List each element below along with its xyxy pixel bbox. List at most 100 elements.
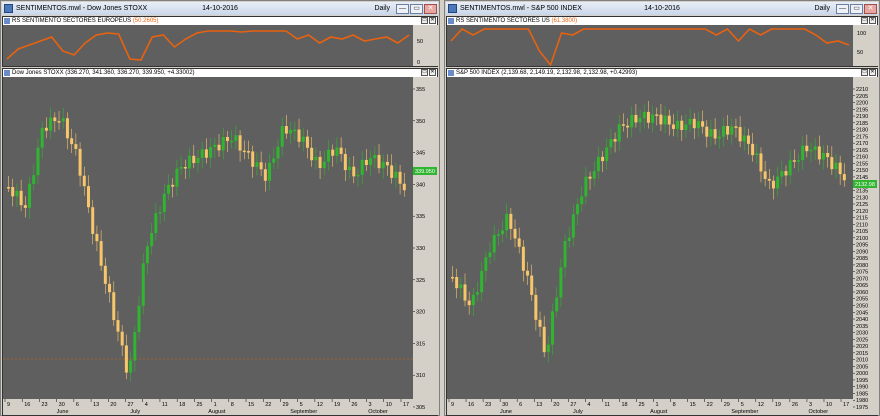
date-tick: 23 bbox=[41, 402, 47, 408]
rsi-chart: 100 50 bbox=[450, 25, 879, 66]
candle-body bbox=[251, 151, 255, 167]
candle-body bbox=[459, 284, 463, 289]
month-label: October bbox=[368, 409, 388, 415]
pane-restore-button[interactable]: ▭ bbox=[421, 17, 428, 24]
candle-body bbox=[634, 114, 638, 123]
price-tick: 2000 bbox=[856, 371, 868, 377]
date-tick: 12 bbox=[317, 402, 323, 408]
candle-body bbox=[834, 162, 838, 170]
candle-body bbox=[630, 114, 634, 128]
close-button[interactable]: ✕ bbox=[864, 3, 877, 14]
dow-jones-window[interactable]: SENTIMENTOS.mwl - Dow Jones STOXX 14-10-… bbox=[0, 0, 440, 416]
rsi-chart: 50 0 bbox=[6, 25, 439, 66]
restore-button[interactable]: ▭ bbox=[850, 3, 863, 14]
period-label: Daily bbox=[374, 5, 390, 12]
candle-body bbox=[247, 151, 250, 153]
price-tick: 2075 bbox=[856, 270, 868, 276]
sp500-window[interactable]: SENTIMENTOS.mwl - S&P 500 INDEX 14-10-20… bbox=[444, 0, 880, 416]
month-label: September bbox=[731, 409, 758, 415]
candle-body bbox=[276, 146, 280, 159]
price-tick: 2020 bbox=[856, 344, 868, 350]
candle-body bbox=[659, 114, 663, 125]
window-title-bar[interactable]: SENTIMENTOS.mwl - Dow Jones STOXX 14-10-… bbox=[2, 2, 438, 15]
last-price-tag: 2132.98 bbox=[855, 182, 875, 188]
candle-body bbox=[584, 176, 588, 197]
candle-body bbox=[230, 140, 234, 143]
window-title-bar[interactable]: SENTIMENTOS.mwl - S&P 500 INDEX 14-10-20… bbox=[446, 2, 878, 15]
date-tick: 6 bbox=[76, 402, 79, 408]
period-label: Daily bbox=[814, 5, 830, 12]
pane-restore-button[interactable]: ▭ bbox=[861, 17, 868, 24]
date-tick: 3 bbox=[369, 402, 372, 408]
candle-body bbox=[263, 169, 267, 181]
candle-body bbox=[318, 156, 322, 169]
price-tick: 2100 bbox=[856, 236, 868, 242]
rsi-tick: 50 bbox=[417, 39, 423, 45]
month-label: June bbox=[57, 409, 69, 415]
date-tick: 20 bbox=[553, 402, 559, 408]
rsi-pane-header: RS SENTIMENTO SECTORES EUROPEUS (50.2605… bbox=[3, 17, 437, 25]
candle-body bbox=[11, 187, 15, 197]
candle-body bbox=[717, 136, 721, 139]
price-pane[interactable]: S&P 500 INDEX (2,139.68, 2,149.19, 2,132… bbox=[446, 68, 879, 416]
price-tick: 2030 bbox=[856, 331, 868, 337]
date-tick: 27 bbox=[570, 402, 576, 408]
date-tick: 17 bbox=[843, 402, 849, 408]
pane-close-button[interactable]: ✕ bbox=[429, 69, 436, 76]
price-tick: 1990 bbox=[856, 385, 868, 391]
candle-body bbox=[310, 147, 314, 161]
candle-body bbox=[335, 147, 339, 156]
minimize-button[interactable]: — bbox=[836, 3, 849, 14]
pane-restore-button[interactable]: ▭ bbox=[861, 69, 868, 76]
candle-body bbox=[467, 300, 471, 306]
candle-body bbox=[451, 277, 454, 279]
candle-body bbox=[546, 344, 550, 353]
rsi-pane[interactable]: RS SENTIMENTO SECTORES US (61.3800) ▭ ✕ 1… bbox=[446, 16, 879, 67]
candle-body bbox=[322, 161, 326, 169]
pane-close-button[interactable]: ✕ bbox=[429, 17, 436, 24]
candle-body bbox=[343, 153, 347, 171]
restore-button[interactable]: ▭ bbox=[410, 3, 423, 14]
price-tick: 2125 bbox=[856, 202, 868, 208]
date-tick: 11 bbox=[162, 402, 168, 408]
candle-body bbox=[567, 237, 571, 242]
candle-body bbox=[601, 156, 605, 162]
date-tick: 17 bbox=[403, 402, 409, 408]
candle-body bbox=[175, 168, 179, 187]
candle-body bbox=[788, 160, 792, 176]
pane-restore-button[interactable]: ▭ bbox=[421, 69, 428, 76]
price-tick: 2180 bbox=[856, 128, 868, 134]
candle-body bbox=[830, 157, 834, 170]
candle-body bbox=[730, 126, 734, 135]
price-pane[interactable]: Dow Jones STOXX (336.270, 341.360, 336.2… bbox=[2, 68, 439, 416]
date-tick: 19 bbox=[775, 402, 781, 408]
candle-body bbox=[154, 213, 158, 234]
candle-body bbox=[213, 144, 217, 147]
candle-body bbox=[609, 139, 613, 148]
candle-body bbox=[521, 246, 525, 271]
candle-body bbox=[471, 294, 475, 306]
date-tick: 6 bbox=[519, 402, 522, 408]
candle-body bbox=[196, 157, 200, 164]
price-tick: 2070 bbox=[856, 276, 868, 282]
minimize-button[interactable]: — bbox=[396, 3, 409, 14]
rsi-pane[interactable]: RS SENTIMENTO SECTORES EUROPEUS (50.2605… bbox=[2, 16, 439, 67]
date-tick: 10 bbox=[826, 402, 832, 408]
candle-body bbox=[771, 180, 775, 189]
candle-body bbox=[65, 118, 69, 139]
candle-body bbox=[179, 166, 183, 169]
price-chart: 2210220522002195219021852180217521702165… bbox=[447, 77, 879, 415]
candle-body bbox=[646, 111, 650, 123]
pane-close-button[interactable]: ✕ bbox=[869, 17, 876, 24]
price-tick: 330 bbox=[416, 246, 425, 252]
candle-body bbox=[259, 162, 263, 170]
date-tick: 19 bbox=[334, 402, 340, 408]
candle-body bbox=[651, 114, 655, 123]
candle-body bbox=[390, 165, 394, 178]
price-tick: 2155 bbox=[856, 161, 868, 167]
close-button[interactable]: ✕ bbox=[424, 3, 437, 14]
date-tick: 15 bbox=[690, 402, 696, 408]
candle-body bbox=[501, 230, 505, 235]
pane-close-button[interactable]: ✕ bbox=[869, 69, 876, 76]
